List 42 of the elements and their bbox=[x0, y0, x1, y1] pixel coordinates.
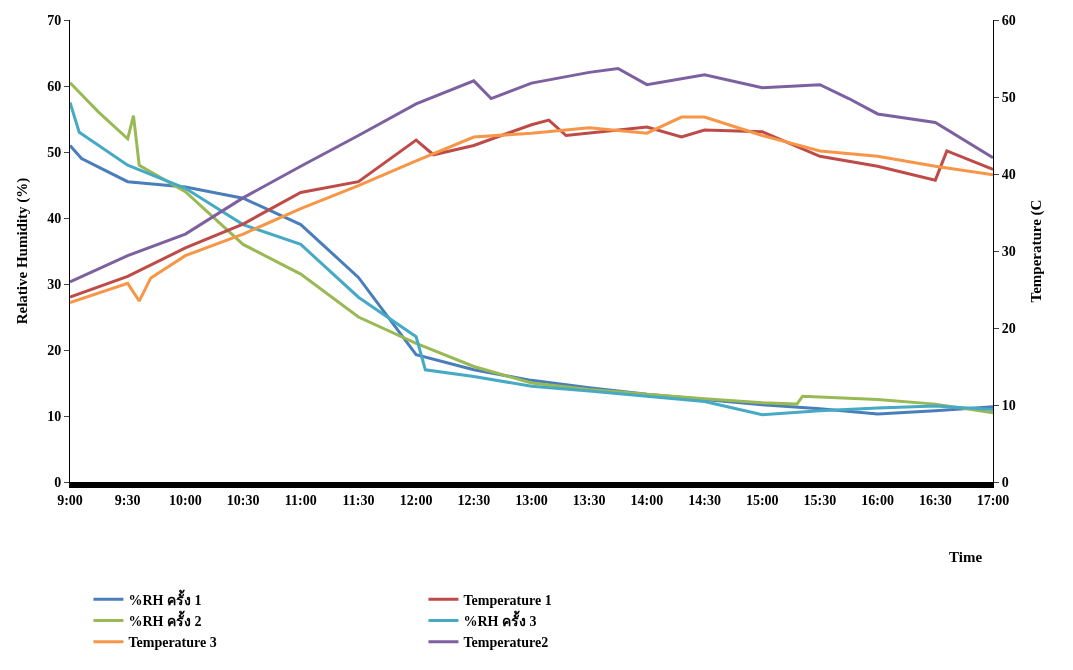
x-tick-label: 9:30 bbox=[114, 492, 141, 508]
x-tick-label: 15:00 bbox=[745, 492, 779, 508]
y-tick-label: 30 bbox=[47, 276, 62, 292]
legend-label: %RH ครั้ง 2 bbox=[128, 609, 202, 629]
x-tick-label: 13:00 bbox=[515, 492, 548, 508]
x-tick-label: 12:30 bbox=[457, 492, 491, 508]
y2-tick-label: 30 bbox=[1001, 243, 1016, 259]
legend-label: Temperature 3 bbox=[128, 635, 217, 651]
x-axis-title: Time bbox=[949, 549, 983, 565]
x-tick-label: 16:00 bbox=[861, 492, 894, 508]
x-tick-label: 9:00 bbox=[57, 492, 83, 508]
legend-label: Temperature2 bbox=[463, 635, 549, 651]
legend-label: %RH ครั้ง 1 bbox=[128, 588, 202, 608]
line-series bbox=[70, 67, 993, 284]
y-tick-label: 10 bbox=[47, 408, 62, 424]
x-tick-label: 16:30 bbox=[918, 492, 952, 508]
y-tick-label: 40 bbox=[47, 210, 62, 226]
x-tick-label: 17:00 bbox=[976, 492, 1010, 508]
y2-axis-title: Temperature (C bbox=[1027, 199, 1045, 303]
y-tick-label: 60 bbox=[47, 78, 62, 94]
y2-tick-label: 0 bbox=[1001, 474, 1009, 490]
x-tick-label: 15:30 bbox=[803, 492, 837, 508]
x-tick-label: 10:30 bbox=[226, 492, 260, 508]
y2-tick-label: 50 bbox=[1001, 89, 1016, 105]
y2-tick-label: 10 bbox=[1001, 397, 1016, 413]
x-tick-label: 12:00 bbox=[399, 492, 433, 508]
y2-tick-label: 40 bbox=[1001, 166, 1016, 182]
x-tick-label: 10:00 bbox=[169, 492, 202, 508]
y-tick-label: 20 bbox=[47, 342, 62, 358]
x-tick-label: 11:30 bbox=[342, 492, 375, 508]
x-tick-label: 14:30 bbox=[688, 492, 721, 508]
x-tick-label: 11:00 bbox=[284, 492, 317, 508]
y-tick-label: 50 bbox=[47, 144, 62, 160]
y2-tick-label: 20 bbox=[1001, 320, 1016, 336]
y2-tick-label: 60 bbox=[1001, 12, 1016, 28]
y-tick-label: 70 bbox=[47, 12, 62, 28]
legend-label: %RH ครั้ง 3 bbox=[463, 609, 537, 629]
legend-label: Temperature 1 bbox=[463, 592, 552, 608]
x-tick-label: 13:30 bbox=[572, 492, 606, 508]
x-tick-label: 14:00 bbox=[630, 492, 664, 508]
y-axis-title: Relative Humidity (%) bbox=[14, 177, 32, 325]
y-tick-label: 0 bbox=[54, 474, 62, 490]
